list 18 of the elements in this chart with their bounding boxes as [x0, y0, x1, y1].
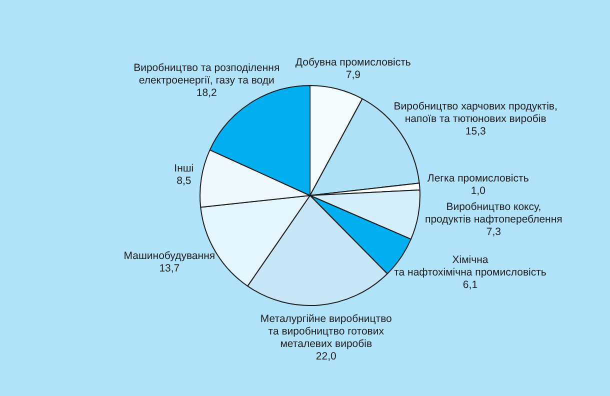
data-label: 18,2: [196, 86, 217, 99]
slice-label: Машинобудування: [124, 250, 216, 262]
data-label: 6,1: [462, 279, 478, 292]
data-label: 22,0: [316, 350, 337, 363]
data-label: 7,3: [486, 226, 502, 238]
data-label: 15,3: [465, 125, 486, 138]
slice-label: Легка промисловість: [427, 172, 530, 184]
data-label: 8,5: [176, 174, 192, 187]
data-label: 7,9: [346, 69, 361, 82]
slice-label: Хімічна та нафтохімічна промисловість: [394, 254, 547, 279]
slice-label: Виробництво харчових продуктів, напоїв та тютюнових виробів: [394, 100, 558, 125]
slice-label: Металургійне виробництво та виробництво готових металевих виробів: [260, 313, 392, 350]
data-label: 1,0: [470, 184, 486, 197]
slice-label: Інші: [174, 162, 194, 174]
slice-label: Виробництво коксу, продуктів нафтопереблення: [425, 201, 562, 226]
slice-label: Виробництво та розподілення електроенергії, газу та води: [134, 62, 280, 86]
slice-label: Добувна промисловість: [295, 56, 412, 69]
data-label: 13,7: [159, 262, 180, 274]
